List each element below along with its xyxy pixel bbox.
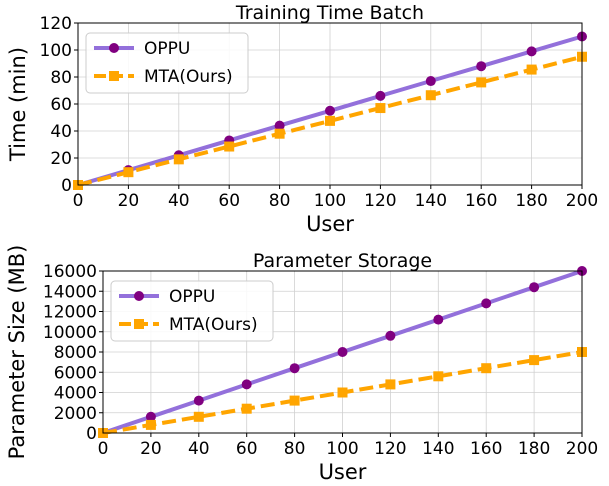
data-point-oppu	[433, 314, 444, 325]
training-time-chart: 0 20 40 60 80 100 120 140 160 180 200 0 20 40 60 80 100 1…	[6, 2, 598, 236]
data-point-oppu	[241, 379, 252, 390]
x-tick-label: 80	[284, 439, 306, 459]
x-tick-label: 200	[566, 191, 598, 211]
data-point-mta	[241, 403, 252, 414]
x-tick-label: 20	[118, 191, 140, 211]
legend: OPPU MTA(Ours)	[110, 280, 274, 342]
data-point-oppu	[385, 330, 396, 341]
y-tick-label: 2000	[54, 404, 97, 424]
data-point-oppu	[481, 298, 492, 309]
data-point-mta	[481, 363, 492, 374]
data-point-oppu	[337, 347, 348, 357]
data-point-mta	[529, 355, 540, 366]
data-point-mta	[145, 419, 156, 430]
parameter-storage-chart: 0 20 40 60 80 100 120 140 160 180 2000200040006000…	[5, 245, 598, 484]
legend-marker-circle	[109, 43, 119, 53]
x-tick-label: 180	[518, 439, 550, 459]
y-tick-label: 12000	[43, 303, 97, 323]
data-point-mta	[274, 128, 285, 139]
legend-marker-square	[134, 319, 144, 329]
data-point-oppu	[145, 411, 156, 422]
data-point-oppu	[526, 46, 537, 57]
legend-marker-square	[109, 71, 119, 81]
data-point-oppu	[425, 76, 436, 87]
y-tick-label: 10000	[43, 323, 97, 343]
chart-title: Training Time Batch	[235, 2, 424, 24]
x-tick-label: 160	[465, 191, 497, 211]
y-tick-label: 6000	[54, 363, 97, 383]
data-point-mta	[425, 90, 436, 101]
data-point-mta	[476, 77, 487, 88]
x-tick-label: 200	[566, 439, 598, 459]
data-point-mta	[325, 115, 335, 126]
y-axis-label: Parameter Size (MB)	[5, 245, 29, 460]
x-axis-label: User	[306, 212, 354, 236]
y-tick-label: 20	[50, 149, 72, 169]
x-tick-label: 0	[98, 439, 109, 459]
data-point-mta	[193, 411, 204, 422]
x-axis-label: User	[319, 460, 367, 484]
x-tick-label: 60	[236, 439, 258, 459]
y-axis-label: Time (min)	[6, 47, 30, 162]
x-tick-label: 120	[364, 191, 396, 211]
data-point-mta	[224, 141, 235, 152]
legend-label: MTA(Ours)	[169, 315, 258, 335]
legend-label: OPPU	[144, 39, 190, 59]
x-tick-label: 140	[422, 439, 454, 459]
y-tick-label: 8000	[54, 343, 97, 363]
data-point-oppu	[529, 282, 540, 293]
data-point-mta	[289, 395, 300, 406]
legend-marker-circle	[134, 291, 144, 301]
y-tick-label: 14000	[43, 282, 97, 302]
x-tick-label: 60	[218, 191, 240, 211]
x-tick-label: 80	[269, 191, 291, 211]
x-tick-label: 100	[326, 439, 358, 459]
data-point-oppu	[289, 363, 300, 374]
data-point-mta	[385, 379, 396, 390]
y-tick-label: 80	[50, 68, 72, 88]
data-point-mta	[337, 387, 348, 398]
data-point-oppu	[193, 395, 204, 406]
y-tick-label: 0	[61, 176, 72, 196]
chart-title: Parameter Storage	[253, 250, 432, 272]
data-point-mta	[526, 64, 537, 75]
x-tick-label: 160	[470, 439, 502, 459]
x-tick-label: 0	[73, 191, 84, 211]
legend: OPPU MTA(Ours)	[85, 32, 249, 94]
data-point-oppu	[274, 120, 285, 131]
data-point-oppu	[476, 61, 487, 72]
x-tick-label: 20	[140, 439, 162, 459]
data-point-oppu	[325, 105, 335, 116]
x-tick-label: 40	[188, 439, 210, 459]
data-point-mta	[123, 167, 134, 178]
y-tick-label: 4000	[54, 384, 97, 404]
legend-label: OPPU	[169, 287, 215, 307]
y-tick-label: 16000	[43, 262, 97, 282]
y-tick-label: 40	[50, 122, 72, 142]
plot-frame	[77, 22, 583, 186]
x-tick-label: 120	[374, 439, 406, 459]
y-tick-label: 100	[40, 41, 72, 61]
data-point-oppu	[375, 90, 386, 101]
x-tick-label: 140	[415, 191, 447, 211]
plot-frame	[102, 270, 583, 434]
y-tick-label: 60	[50, 95, 72, 115]
x-tick-label: 100	[314, 191, 346, 211]
x-tick-label: 40	[168, 191, 190, 211]
data-point-mta	[375, 103, 386, 114]
x-tick-label: 180	[515, 191, 547, 211]
data-point-mta	[173, 154, 184, 165]
y-tick-label: 120	[40, 14, 72, 34]
data-point-mta	[433, 371, 444, 382]
legend-label: MTA(Ours)	[144, 67, 233, 87]
y-tick-label: 0	[86, 424, 97, 444]
